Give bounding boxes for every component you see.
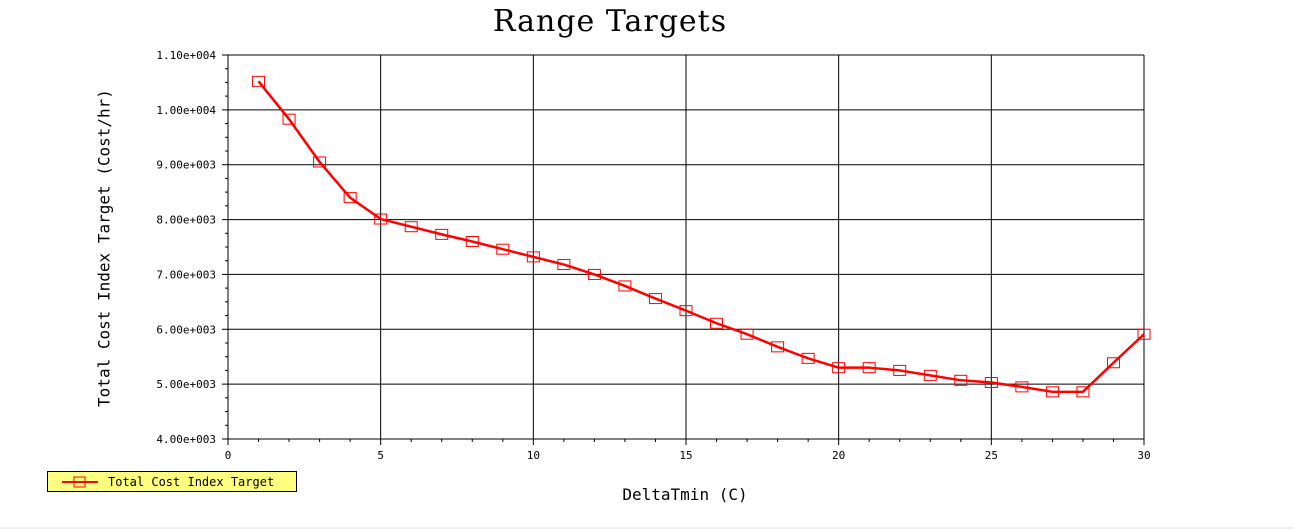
data-point-marker [832, 362, 846, 374]
data-point-marker [679, 305, 693, 317]
data-point-marker [557, 259, 571, 271]
y-tick-label: 1.00e+004 [156, 104, 216, 117]
x-tick-label: 20 [832, 449, 845, 462]
chart-title: Range Targets [492, 4, 728, 39]
legend-swatch-icon [62, 476, 98, 488]
x-tick-label: 30 [1137, 449, 1150, 462]
data-point-marker [801, 352, 815, 364]
y-tick-label: 9.00e+003 [156, 159, 216, 172]
x-tick-label: 0 [225, 449, 232, 462]
data-point-marker [710, 317, 724, 329]
legend-label: Total Cost Index Target [108, 475, 275, 489]
data-point-marker [862, 362, 876, 374]
data-point-marker [618, 280, 632, 292]
data-point-marker [1137, 328, 1151, 340]
x-tick-label: 5 [377, 449, 384, 462]
data-point-marker [923, 369, 937, 381]
data-point-marker [496, 243, 510, 255]
y-tick-label: 5.00e+003 [156, 378, 216, 391]
data-point-marker [740, 328, 754, 340]
data-point-marker [1045, 386, 1059, 398]
data-point-marker [954, 374, 968, 386]
data-point-marker [404, 221, 418, 233]
data-point-marker [313, 156, 327, 168]
data-point-marker [526, 251, 540, 263]
data-point-marker [282, 113, 296, 125]
data-point-marker [465, 236, 479, 248]
y-tick-label: 1.10e+004 [156, 49, 216, 62]
series-line [257, 80, 1145, 394]
data-point-marker [648, 293, 662, 305]
data-point-marker [1015, 381, 1029, 393]
y-tick-label: 6.00e+003 [156, 323, 216, 336]
data-point-marker [1076, 386, 1090, 398]
y-tick-label: 7.00e+003 [156, 268, 216, 281]
data-point-marker [984, 376, 998, 388]
x-tick-label: 10 [527, 449, 540, 462]
data-point-marker [435, 228, 449, 240]
y-tick-label: 8.00e+003 [156, 214, 216, 227]
data-point-marker [252, 75, 266, 87]
data-point-marker [343, 192, 357, 204]
data-point-marker [771, 341, 785, 353]
x-axis-label: DeltaTmin (C) [622, 485, 748, 504]
data-point-marker [587, 268, 601, 280]
y-tick-label: 4.00e+003 [156, 433, 216, 446]
data-point-marker [893, 364, 907, 376]
data-point-marker [1106, 357, 1120, 369]
x-tick-label: 15 [679, 449, 692, 462]
data-point-marker [374, 213, 388, 225]
x-tick-label: 25 [985, 449, 998, 462]
legend: Total Cost Index Target [47, 471, 297, 492]
